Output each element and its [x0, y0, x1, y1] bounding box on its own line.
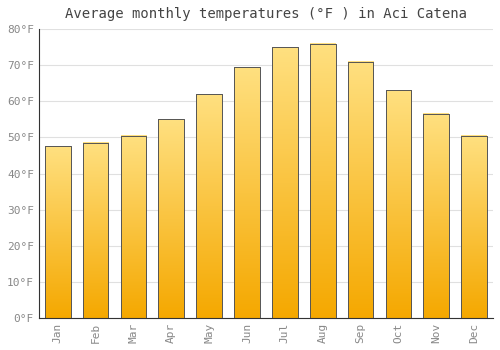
Bar [120, 135, 146, 318]
Bar [272, 47, 297, 318]
Bar [386, 90, 411, 318]
Bar [348, 62, 374, 318]
Title: Average monthly temperatures (°F ) in Aci Catena: Average monthly temperatures (°F ) in Ac… [65, 7, 467, 21]
Bar [424, 114, 449, 318]
Bar [462, 135, 487, 318]
Bar [310, 43, 336, 318]
Bar [234, 67, 260, 318]
Bar [45, 146, 70, 318]
Bar [158, 119, 184, 318]
Bar [196, 94, 222, 318]
Bar [158, 119, 184, 318]
Bar [82, 143, 108, 318]
Bar [348, 62, 374, 318]
Bar [310, 43, 336, 318]
Bar [424, 114, 449, 318]
Bar [462, 135, 487, 318]
Bar [82, 143, 108, 318]
Bar [386, 90, 411, 318]
Bar [45, 146, 70, 318]
Bar [196, 94, 222, 318]
Bar [234, 67, 260, 318]
Bar [272, 47, 297, 318]
Bar [120, 135, 146, 318]
